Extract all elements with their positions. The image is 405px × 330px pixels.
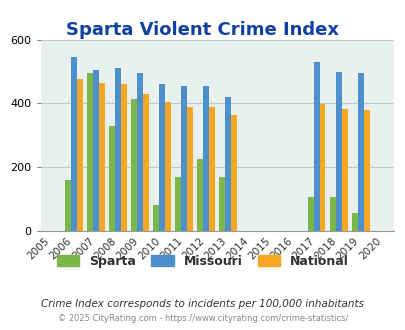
Bar — [109, 126, 115, 231]
Bar — [335, 72, 341, 231]
Bar — [131, 99, 136, 231]
Legend: Sparta, Missouri, National: Sparta, Missouri, National — [52, 249, 353, 273]
Text: Sparta Violent Crime Index: Sparta Violent Crime Index — [66, 21, 339, 40]
Text: © 2025 CityRating.com - https://www.cityrating.com/crime-statistics/: © 2025 CityRating.com - https://www.city… — [58, 314, 347, 323]
Bar — [351, 213, 357, 231]
Bar — [341, 109, 347, 231]
Bar — [197, 159, 202, 231]
Bar — [209, 107, 215, 231]
Text: Crime Index corresponds to incidents per 100,000 inhabitants: Crime Index corresponds to incidents per… — [41, 299, 364, 309]
Bar — [93, 70, 98, 231]
Bar — [319, 104, 325, 231]
Bar — [121, 84, 126, 231]
Bar — [115, 68, 121, 231]
Bar — [357, 73, 363, 231]
Bar — [307, 197, 313, 231]
Bar — [175, 177, 181, 231]
Bar — [87, 73, 93, 231]
Bar — [187, 107, 192, 231]
Bar — [202, 86, 209, 231]
Bar — [143, 94, 149, 231]
Bar — [329, 197, 335, 231]
Bar — [225, 97, 231, 231]
Bar — [181, 86, 187, 231]
Bar — [65, 180, 70, 231]
Bar — [159, 84, 164, 231]
Bar — [77, 80, 83, 231]
Bar — [70, 57, 77, 231]
Bar — [164, 102, 171, 231]
Bar — [363, 110, 369, 231]
Bar — [219, 177, 225, 231]
Bar — [313, 62, 319, 231]
Bar — [231, 115, 237, 231]
Bar — [153, 205, 159, 231]
Bar — [136, 73, 143, 231]
Bar — [98, 82, 104, 231]
